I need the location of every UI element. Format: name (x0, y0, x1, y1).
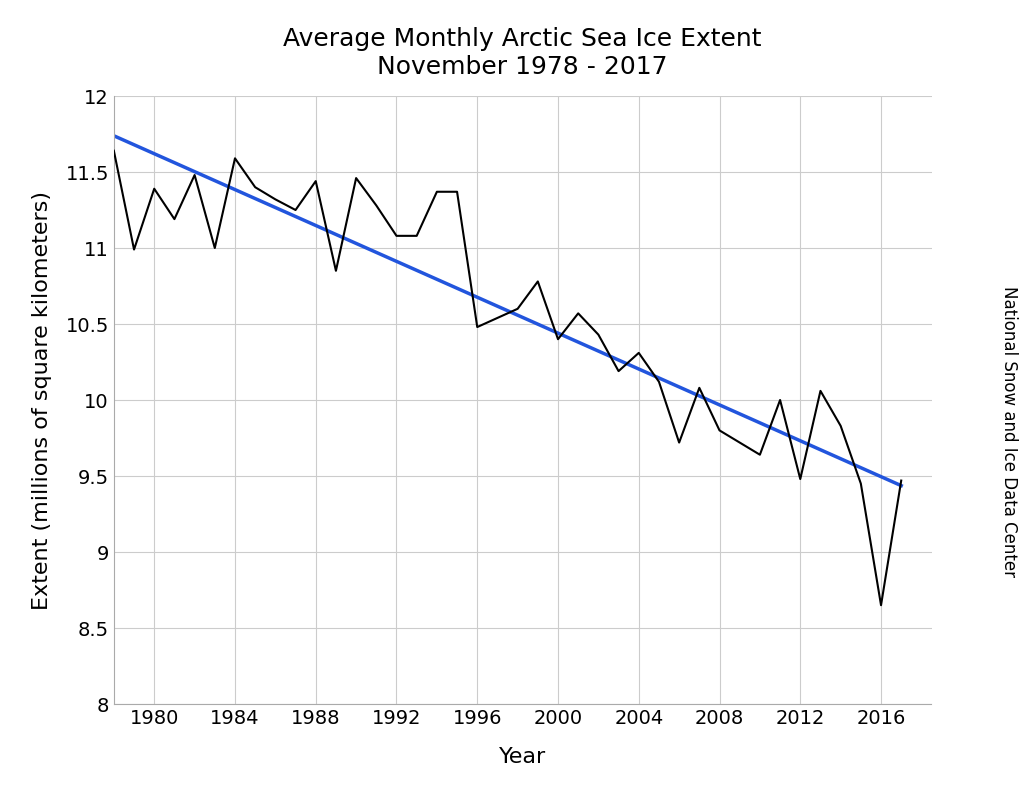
X-axis label: Year: Year (499, 747, 546, 767)
Y-axis label: Extent (millions of square kilometers): Extent (millions of square kilometers) (32, 190, 52, 610)
Title: Average Monthly Arctic Sea Ice Extent
November 1978 - 2017: Average Monthly Arctic Sea Ice Extent No… (284, 27, 762, 78)
Text: National Snow and Ice Data Center: National Snow and Ice Data Center (1000, 286, 1018, 578)
